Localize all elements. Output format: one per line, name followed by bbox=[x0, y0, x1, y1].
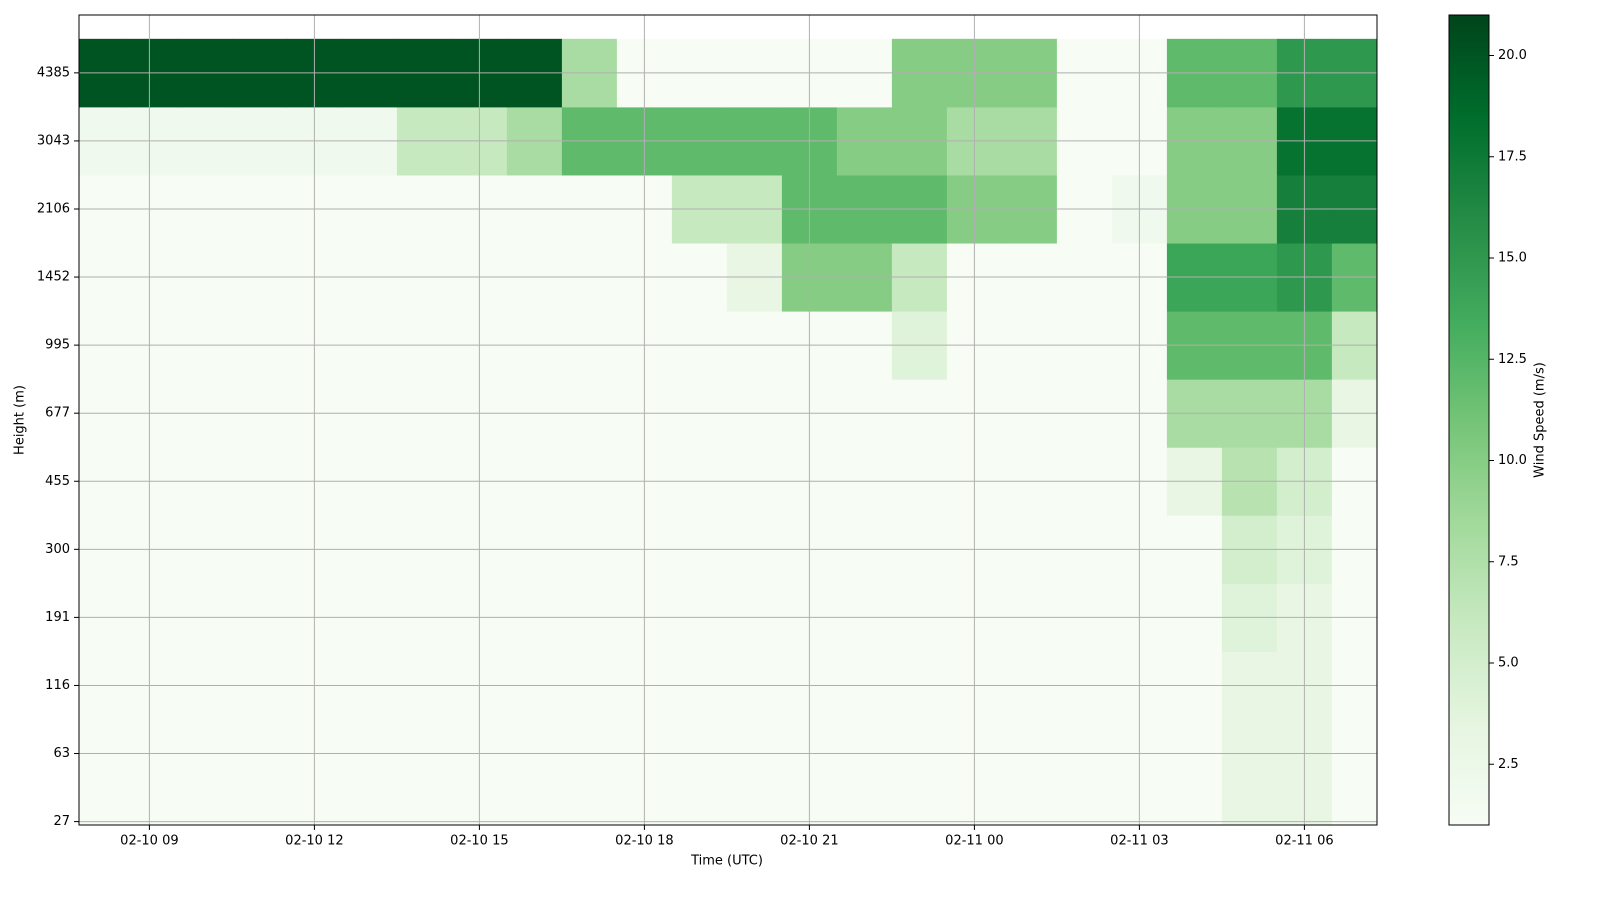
x-tick-label: 02-10 09 bbox=[120, 834, 178, 849]
y-tick-label: 455 bbox=[45, 474, 70, 489]
heatmap-cell bbox=[891, 787, 948, 825]
x-tick-label: 02-10 12 bbox=[285, 834, 343, 849]
x-axis-label: Time (UTC) bbox=[690, 854, 763, 869]
heatmap-cell bbox=[561, 787, 618, 825]
y-tick-label: 1452 bbox=[37, 270, 70, 285]
grid bbox=[79, 15, 1377, 825]
colorbar-tick-label: 20.0 bbox=[1498, 48, 1527, 63]
y-tick-label: 191 bbox=[45, 610, 70, 625]
heatmap-cell bbox=[231, 787, 288, 825]
y-tick-label: 63 bbox=[53, 746, 70, 761]
heatmap-cell bbox=[506, 787, 563, 825]
colorbar-tick-label: 7.5 bbox=[1498, 554, 1519, 569]
x-tick-label: 02-11 03 bbox=[1110, 834, 1168, 849]
x-tick-label: 02-10 18 bbox=[615, 834, 673, 849]
colorbar-tick-label: 5.0 bbox=[1498, 656, 1519, 671]
heatmap-cell bbox=[341, 787, 398, 825]
heatmap-cell bbox=[1056, 787, 1113, 825]
y-axis-label: Height (m) bbox=[13, 385, 28, 455]
heatmap bbox=[79, 38, 1377, 825]
x-tick-label: 02-11 06 bbox=[1275, 834, 1333, 849]
y-tick-label: 4385 bbox=[37, 65, 70, 80]
y-tick-label: 27 bbox=[53, 814, 70, 829]
colorbar-tick-label: 12.5 bbox=[1498, 352, 1527, 367]
heatmap-cell bbox=[726, 787, 783, 825]
heatmap-cell bbox=[1331, 787, 1377, 825]
x-tick-label: 02-11 00 bbox=[945, 834, 1003, 849]
heatmap-cell bbox=[1001, 787, 1058, 825]
x-tick-label: 02-10 15 bbox=[450, 834, 508, 849]
heatmap-cell bbox=[836, 787, 893, 825]
y-tick-label: 300 bbox=[45, 542, 70, 557]
colorbar-tick-label: 15.0 bbox=[1498, 251, 1527, 266]
heatmap-cell bbox=[176, 787, 233, 825]
y-tick-label: 677 bbox=[45, 406, 70, 421]
x-tick-label: 02-10 21 bbox=[780, 834, 838, 849]
colorbar-tick-label: 2.5 bbox=[1498, 757, 1519, 772]
y-tick-label: 995 bbox=[45, 338, 70, 353]
y-tick-label: 116 bbox=[45, 678, 70, 693]
colorbar bbox=[1448, 14, 1490, 826]
heatmap-cell bbox=[396, 787, 453, 825]
heatmap-cell bbox=[1166, 787, 1223, 825]
plot-frame bbox=[78, 14, 1378, 826]
colorbar-tick-label: 10.0 bbox=[1498, 453, 1527, 468]
colorbar-tick-label: 17.5 bbox=[1498, 149, 1527, 164]
heatmap-cell bbox=[671, 787, 728, 825]
y-tick-label: 2106 bbox=[37, 201, 70, 216]
heatmap-cell bbox=[79, 787, 123, 825]
heatmap-cell bbox=[1221, 787, 1278, 825]
colorbar-label: Wind Speed (m/s) bbox=[1533, 362, 1548, 478]
y-tick-label: 3043 bbox=[37, 133, 70, 148]
